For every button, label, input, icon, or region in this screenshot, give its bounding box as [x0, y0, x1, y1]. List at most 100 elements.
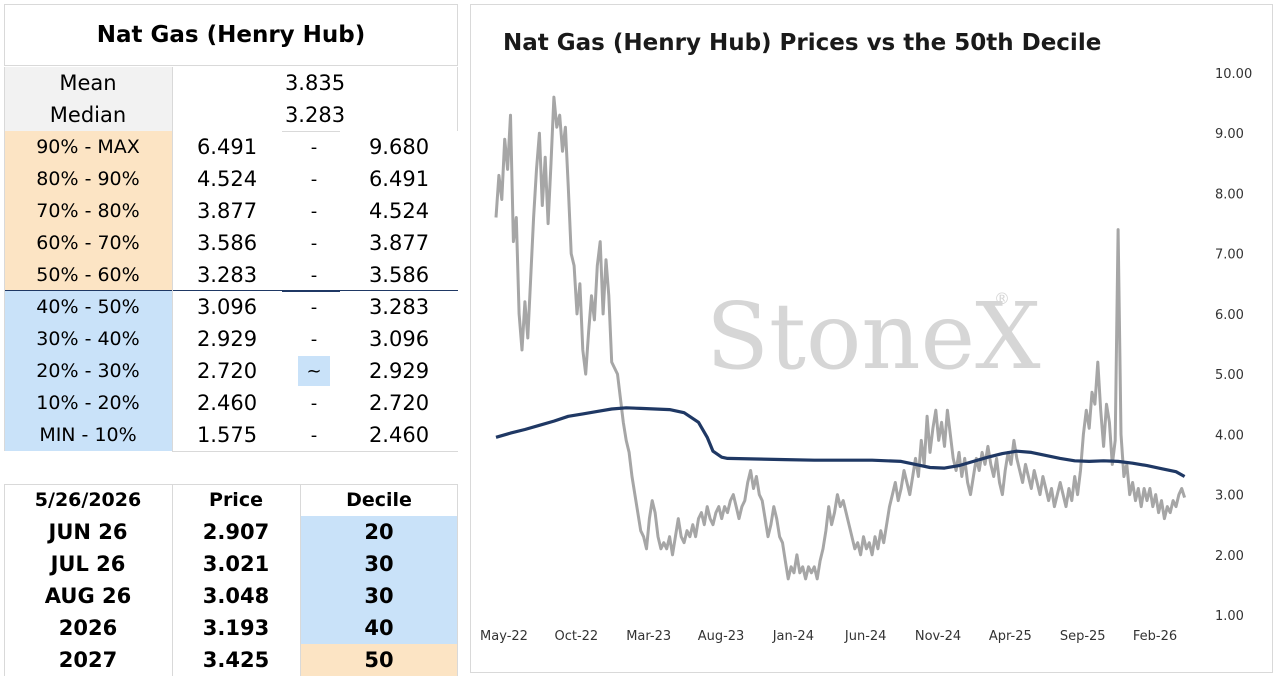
decile-row-separator: -	[298, 388, 330, 418]
decile-row-high: 3.586	[340, 259, 458, 291]
x-tick-label: Feb-26	[1133, 629, 1177, 644]
decile-row-separator: -	[298, 164, 330, 194]
decile-row-high: 2.460	[340, 419, 458, 451]
decile-row-label: 40% - 50%	[4, 291, 172, 323]
price-row-contract: AUG 26	[4, 580, 172, 612]
table-gridline	[457, 484, 458, 676]
price-row-decile: 30	[300, 580, 458, 612]
table-gridline	[4, 451, 172, 452]
x-tick-label: Jan-24	[772, 629, 814, 644]
price-row-decile: 40	[300, 612, 458, 644]
x-tick-label: Aug-23	[698, 629, 745, 644]
price-row-contract: 2026	[4, 612, 172, 644]
table-gridline	[172, 484, 173, 676]
decile-row-label: 30% - 40%	[4, 323, 172, 355]
price-table-date-header: 5/26/2026	[4, 484, 172, 516]
table-gridline	[172, 451, 458, 452]
chart-svg: StoneX® 1.00 2.00 3.00 4.00 5.00 6.00 7.00 8.00…	[480, 67, 1252, 644]
decile-row-label: 50% - 60%	[4, 259, 172, 291]
price-row-price: 3.048	[172, 580, 300, 612]
chart-title: Nat Gas (Henry Hub) Prices vs the 50th D…	[503, 30, 1102, 56]
x-tick-label: May-22	[480, 629, 528, 644]
table-gridline	[172, 67, 173, 451]
chart-panel	[470, 4, 1273, 673]
price-row-contract: 2027	[4, 644, 172, 676]
price-row-decile: 20	[300, 516, 458, 548]
decile-row-low: 3.586	[172, 227, 282, 259]
median-value: 3.283	[172, 99, 458, 131]
y-tick-label: 1.00	[1215, 609, 1244, 624]
decile-row-high: 3.096	[340, 323, 458, 355]
table-gridline	[4, 484, 5, 676]
decile-row-separator: -	[298, 228, 330, 258]
median-label: Median	[4, 99, 172, 131]
decile-row-high: 9.680	[340, 131, 458, 163]
price-row-price: 3.021	[172, 548, 300, 580]
price-table-price-header: Price	[172, 484, 300, 516]
decile-row-low: 3.283	[172, 259, 282, 291]
decile-row-low: 2.720	[172, 355, 282, 387]
y-tick-label: 8.00	[1215, 187, 1244, 202]
price-row-price: 3.425	[172, 644, 300, 676]
decile-row-low: 2.929	[172, 323, 282, 355]
decile-row-separator: -	[298, 196, 330, 226]
decile-row-high: 2.720	[340, 387, 458, 419]
decile-row-separator: ~	[298, 356, 330, 386]
decile-row-label: MIN - 10%	[4, 419, 172, 451]
price-series-line	[494, 95, 1187, 581]
decile-row-low: 2.460	[172, 387, 282, 419]
decile-row-label: 60% - 70%	[4, 227, 172, 259]
y-tick-label: 3.00	[1215, 489, 1244, 504]
y-tick-label: 6.00	[1215, 308, 1244, 323]
decile-row-separator: -	[298, 420, 330, 450]
decile-row-low: 3.096	[172, 291, 282, 323]
mean-value: 3.835	[172, 67, 458, 99]
decile-row-separator: -	[298, 292, 330, 322]
price-row-contract: JUL 26	[4, 548, 172, 580]
table-gridline	[457, 67, 458, 131]
registered-mark-icon: ®	[994, 289, 1010, 308]
decile-row-label: 90% - MAX	[4, 131, 172, 163]
decile-row-label: 70% - 80%	[4, 195, 172, 227]
price-row-decile: 50	[300, 644, 458, 676]
decile-row-high: 6.491	[340, 163, 458, 195]
x-tick-label: Apr-25	[989, 629, 1032, 644]
y-tick-label: 4.00	[1215, 428, 1244, 443]
decile-row-label: 10% - 20%	[4, 387, 172, 419]
x-tick-label: Mar-23	[626, 629, 671, 644]
y-tick-label: 9.00	[1215, 127, 1244, 142]
decile50-series-line	[495, 406, 1186, 478]
x-tick-label: Jun-24	[844, 629, 887, 644]
decile-row-low: 4.524	[172, 163, 282, 195]
x-tick-label: Nov-24	[915, 629, 961, 644]
decile-row-separator: -	[298, 132, 330, 162]
decile-row-low: 6.491	[172, 131, 282, 163]
decile-row-high: 3.283	[340, 291, 458, 323]
price-row-contract: JUN 26	[4, 516, 172, 548]
decile-row-low: 1.575	[172, 419, 282, 451]
price-row-price: 3.193	[172, 612, 300, 644]
mean-label: Mean	[4, 67, 172, 99]
decile-row-label: 80% - 90%	[4, 163, 172, 195]
decile-row-separator: -	[298, 324, 330, 354]
x-tick-label: Oct-22	[554, 629, 598, 644]
price-row-price: 2.907	[172, 516, 300, 548]
decile-row-low: 3.877	[172, 195, 282, 227]
price-table-decile-header: Decile	[300, 484, 458, 516]
table-gridline	[4, 484, 458, 485]
y-tick-label: 7.00	[1215, 248, 1244, 263]
decile-table-title: Nat Gas (Henry Hub)	[4, 4, 458, 66]
table-gridline	[300, 484, 301, 676]
decile-row-high: 3.877	[340, 227, 458, 259]
decile-row-separator: -	[298, 260, 330, 290]
y-tick-label: 2.00	[1215, 549, 1244, 564]
watermark-logo: StoneX	[706, 283, 1041, 390]
y-tick-label: 10.00	[1215, 67, 1252, 82]
decile-row-high: 4.524	[340, 195, 458, 227]
y-tick-label: 5.00	[1215, 368, 1244, 383]
x-tick-label: Sep-25	[1060, 629, 1106, 644]
table-gridline	[4, 67, 5, 451]
price-row-decile: 30	[300, 548, 458, 580]
decile-row-label: 20% - 30%	[4, 355, 172, 387]
decile-row-high: 2.929	[340, 355, 458, 387]
